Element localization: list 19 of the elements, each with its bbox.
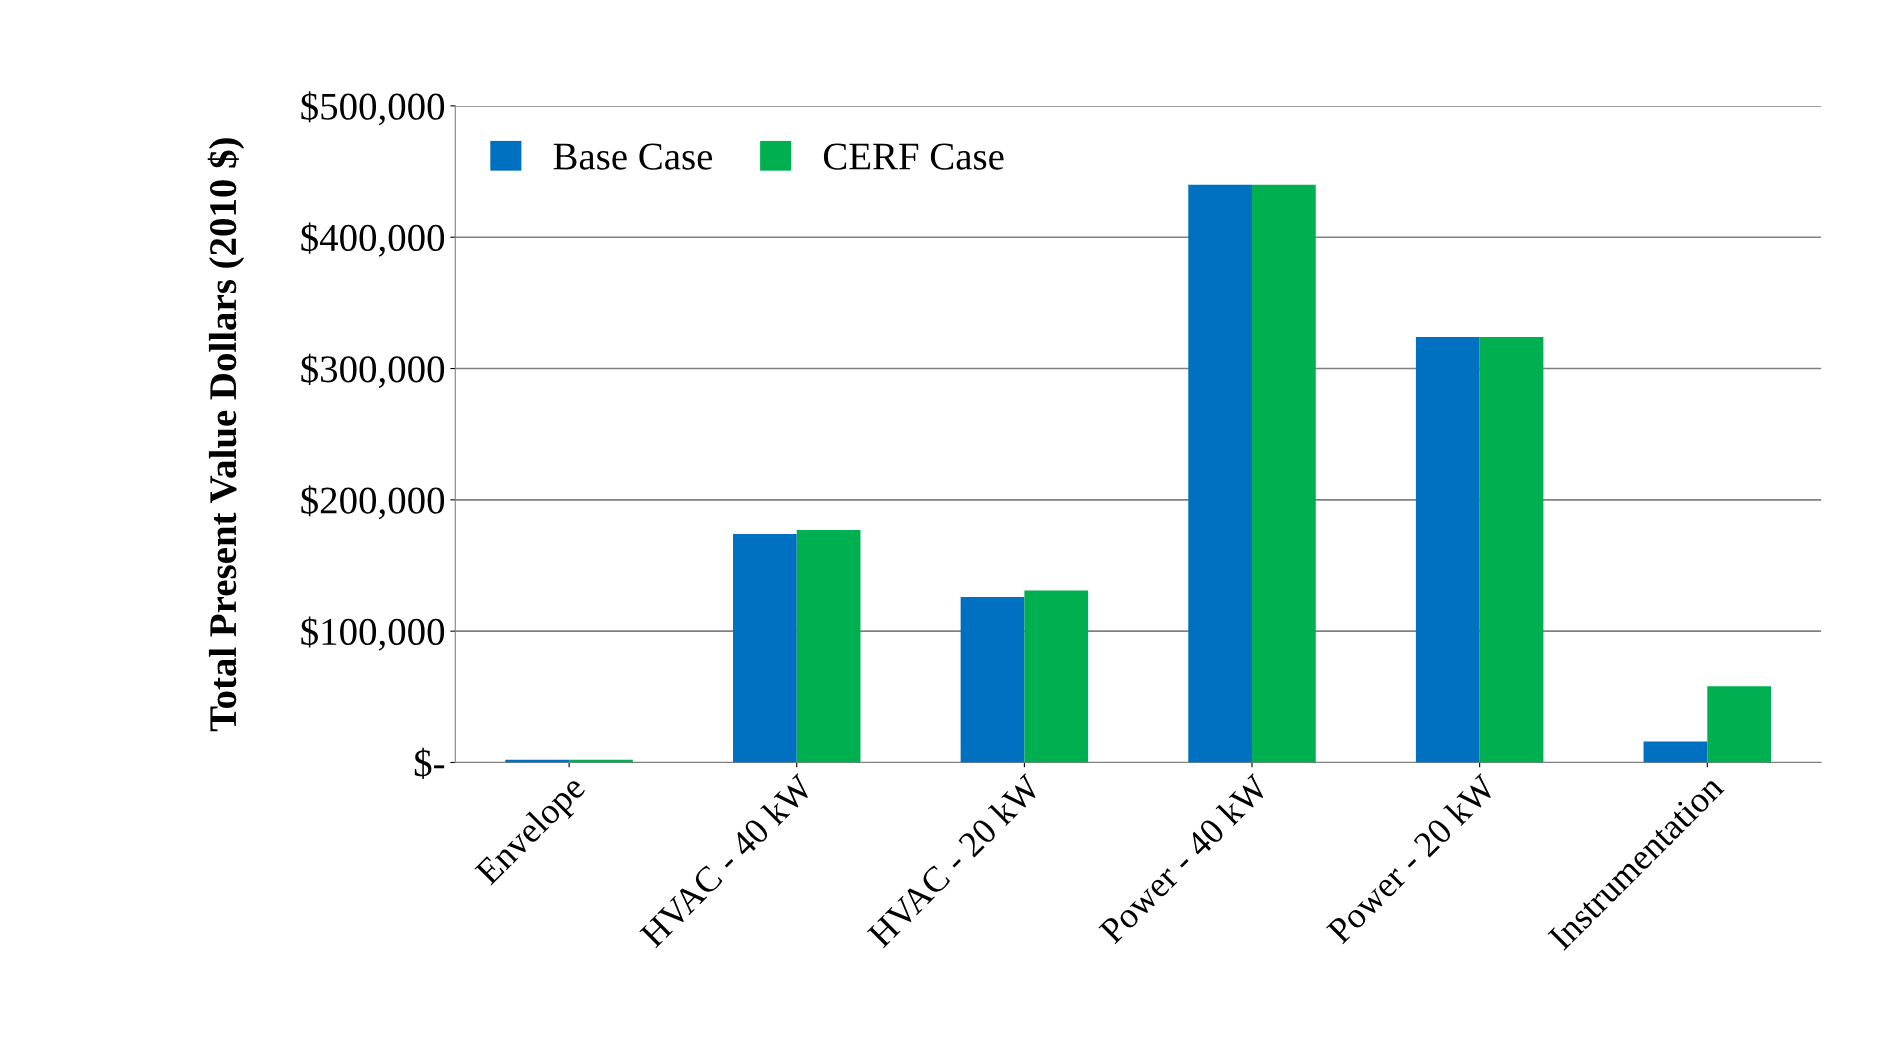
bar [1024, 590, 1089, 763]
bar [796, 530, 861, 763]
bar [1415, 337, 1480, 763]
bar [733, 533, 797, 763]
legend-label: Base Case [553, 143, 713, 170]
y-tick-label: $400,000 [301, 222, 445, 257]
bar [1188, 184, 1253, 763]
bar [1643, 741, 1708, 763]
bar [960, 597, 1025, 763]
legend-label: CERF Case [823, 143, 1004, 170]
y-tick-label: $100,000 [301, 616, 445, 651]
bar [1707, 686, 1772, 763]
y-tick-label: $200,000 [301, 485, 445, 520]
bar [1479, 337, 1544, 763]
y-axis-title: Total Present Value Dollars (2010 $) [207, 138, 245, 732]
y-tick-label: $300,000 [301, 353, 445, 388]
bar [1252, 184, 1316, 763]
y-tick-label: $- [414, 747, 445, 779]
y-tick-label: $500,000 [301, 91, 445, 126]
